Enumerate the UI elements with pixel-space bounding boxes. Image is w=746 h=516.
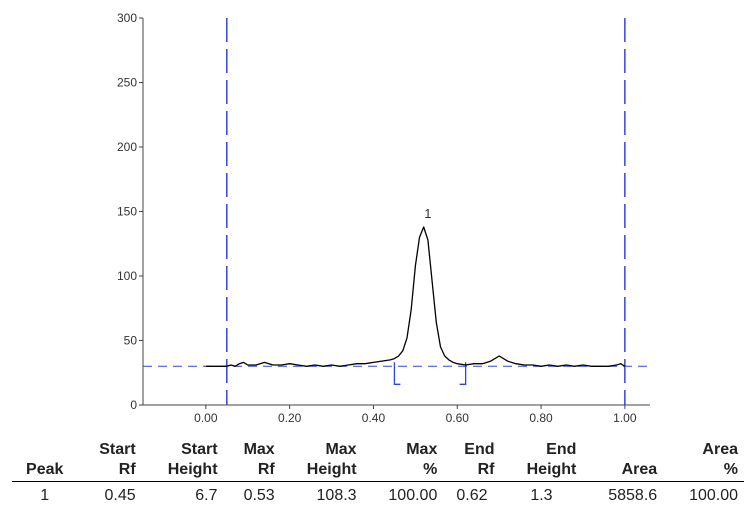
peak-label: 1 (424, 206, 431, 221)
cell-max-height: 108.3 (316, 487, 357, 504)
x-tick-label: 0.80 (529, 411, 553, 425)
cell-start-height: 6.7 (195, 487, 218, 504)
trace-layer (205, 226, 626, 367)
table-row: 1 0.45 6.7 0.53 108.3 100.00 0.62 1.3 58… (12, 482, 744, 507)
x-tick-label: 0.40 (362, 411, 386, 425)
reference-lines (143, 18, 650, 405)
header-max-rf: Max Rf (223, 440, 281, 482)
cell-area-percent: 100.00 (689, 487, 738, 504)
header-peak: Peak (12, 440, 78, 482)
cell-start-rf: 0.45 (104, 487, 136, 504)
cell-max-rf: 0.53 (243, 487, 275, 504)
peak-labels: 1 (424, 206, 431, 221)
y-tick-label: 100 (117, 269, 137, 283)
y-tick-label: 50 (124, 334, 138, 348)
peak-start-marker (393, 362, 401, 385)
y-tick-label: 300 (117, 11, 137, 25)
x-tick-label: 0.20 (278, 411, 302, 425)
y-tick-label: 0 (130, 398, 137, 412)
header-max-percent: Max % (362, 440, 444, 482)
results-header-row: Peak Start Rf Start Height Max Rf Max He… (12, 440, 744, 482)
chromatogram-chart: 0 50 100 150 200 250 300 0.00 0.20 0.40 0.60 0.80 1.… (117, 11, 650, 425)
y-tick-label: 150 (117, 205, 137, 219)
header-end-height: End Height (500, 440, 583, 482)
header-area-percent: Area % (663, 440, 744, 482)
y-tick-label: 250 (117, 76, 137, 90)
header-end-rf: End Rf (443, 440, 501, 482)
cell-area: 5858.6 (608, 487, 658, 504)
header-start-rf: Start Rf (77, 440, 142, 482)
y-tick-label: 200 (117, 140, 137, 154)
x-tick-label: 0.00 (194, 411, 218, 425)
chromatogram-trace (205, 226, 626, 367)
cell-max-percent: 100.00 (388, 487, 438, 504)
x-tick-label: 0.60 (446, 411, 470, 425)
header-start-height: Start Height (141, 440, 224, 482)
cell-peak: 1 (40, 487, 50, 504)
header-area: Area (582, 440, 664, 482)
cell-end-rf: 0.62 (456, 487, 488, 504)
x-tick-label: 1.00 (613, 411, 637, 425)
header-max-height: Max Height (280, 440, 363, 482)
results-table: Peak Start Rf Start Height Max Rf Max He… (12, 440, 744, 506)
cell-end-height: 1.3 (530, 487, 553, 504)
axes: 0 50 100 150 200 250 300 0.00 0.20 0.40 0.60 0.80 1.… (117, 11, 650, 425)
peak-end-marker (459, 362, 467, 385)
